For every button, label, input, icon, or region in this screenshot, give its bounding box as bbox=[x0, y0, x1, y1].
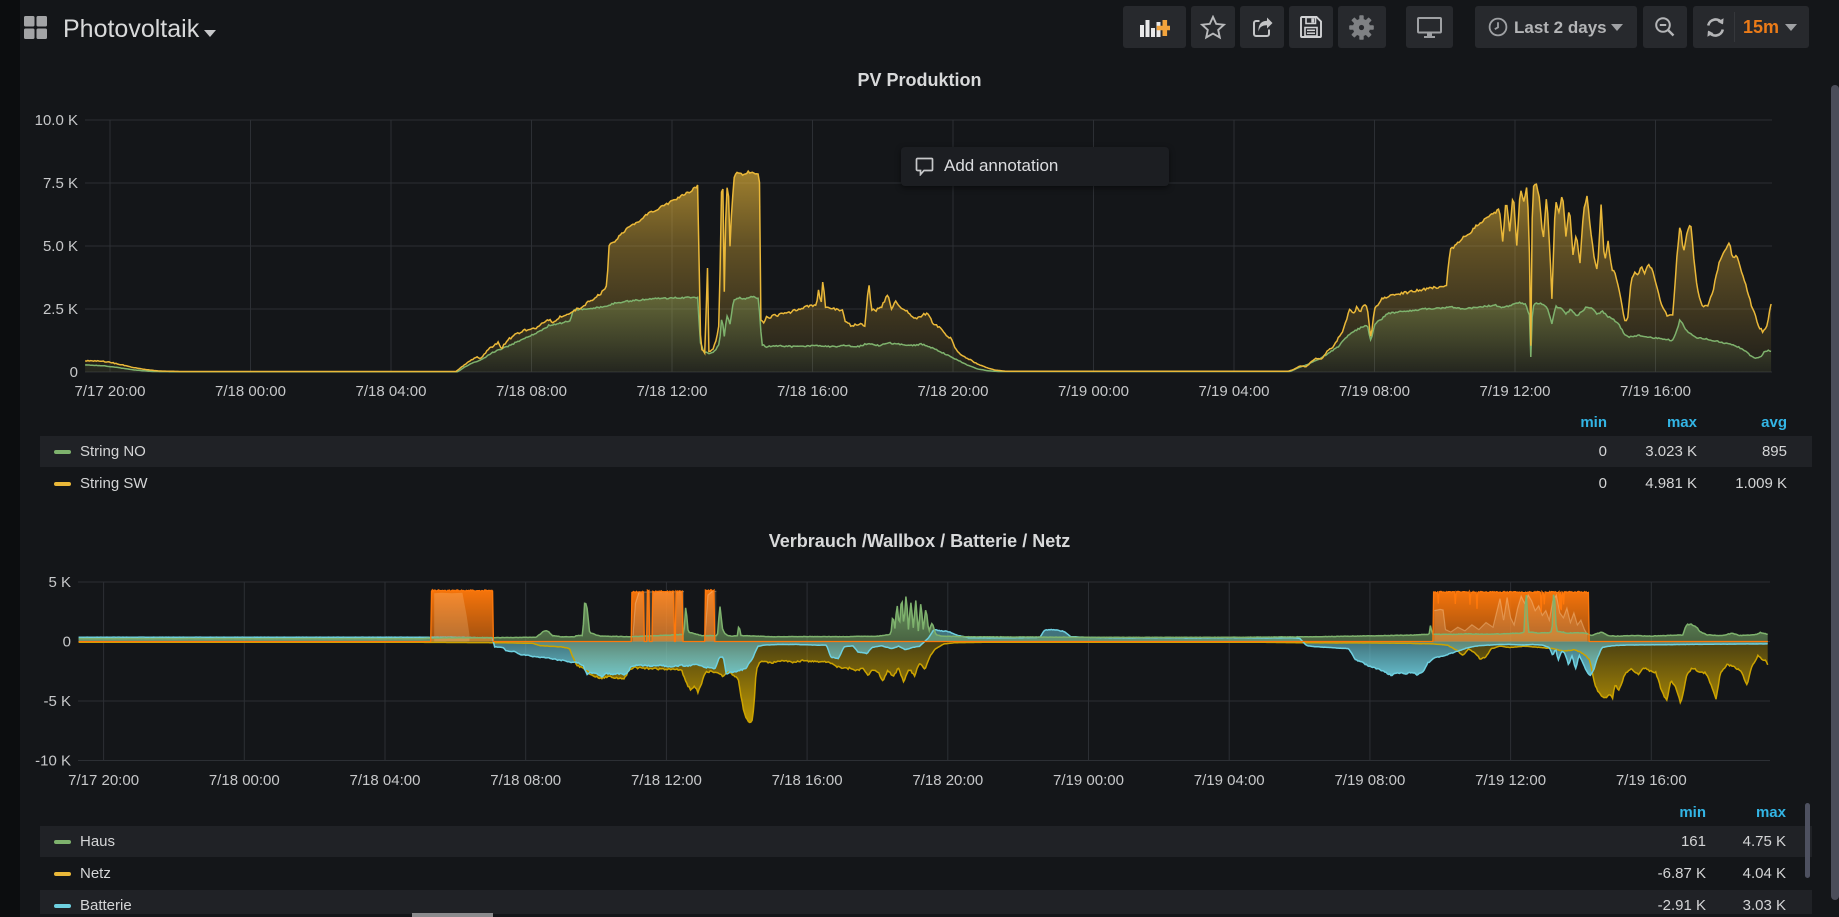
svg-text:7/19 16:00: 7/19 16:00 bbox=[1616, 772, 1687, 789]
svg-text:7/19 00:00: 7/19 00:00 bbox=[1053, 772, 1124, 789]
svg-text:7/17 20:00: 7/17 20:00 bbox=[75, 383, 146, 400]
svg-text:0: 0 bbox=[70, 364, 78, 381]
svg-text:7/18 16:00: 7/18 16:00 bbox=[772, 772, 843, 789]
svg-text:7/19 00:00: 7/19 00:00 bbox=[1058, 383, 1129, 400]
svg-text:7/19 12:00: 7/19 12:00 bbox=[1475, 772, 1546, 789]
svg-text:7/18 04:00: 7/18 04:00 bbox=[356, 383, 427, 400]
svg-text:7/18 16:00: 7/18 16:00 bbox=[777, 383, 848, 400]
svg-text:7/19 12:00: 7/19 12:00 bbox=[1480, 383, 1551, 400]
svg-text:7/18 04:00: 7/18 04:00 bbox=[350, 772, 421, 789]
svg-text:7/17 20:00: 7/17 20:00 bbox=[68, 772, 139, 789]
svg-text:2.5 K: 2.5 K bbox=[43, 301, 78, 318]
svg-text:7/18 20:00: 7/18 20:00 bbox=[912, 772, 983, 789]
svg-text:7/18 12:00: 7/18 12:00 bbox=[631, 772, 702, 789]
svg-text:7/18 00:00: 7/18 00:00 bbox=[215, 383, 286, 400]
svg-text:7/19 08:00: 7/19 08:00 bbox=[1339, 383, 1410, 400]
svg-text:7/19 04:00: 7/19 04:00 bbox=[1199, 383, 1270, 400]
svg-text:7/18 00:00: 7/18 00:00 bbox=[209, 772, 280, 789]
svg-text:7/18 08:00: 7/18 08:00 bbox=[490, 772, 561, 789]
svg-text:7/19 08:00: 7/19 08:00 bbox=[1334, 772, 1405, 789]
svg-text:5.0 K: 5.0 K bbox=[43, 238, 78, 255]
svg-text:0: 0 bbox=[63, 634, 71, 651]
svg-text:5 K: 5 K bbox=[48, 574, 71, 591]
svg-text:7/19 16:00: 7/19 16:00 bbox=[1620, 383, 1691, 400]
svg-text:7.5 K: 7.5 K bbox=[43, 175, 78, 192]
svg-text:-5 K: -5 K bbox=[43, 693, 71, 710]
svg-text:7/19 04:00: 7/19 04:00 bbox=[1194, 772, 1265, 789]
svg-text:10.0 K: 10.0 K bbox=[35, 112, 78, 129]
svg-text:-10 K: -10 K bbox=[35, 753, 71, 770]
svg-text:7/18 12:00: 7/18 12:00 bbox=[637, 383, 708, 400]
svg-text:7/18 20:00: 7/18 20:00 bbox=[918, 383, 989, 400]
svg-text:7/18 08:00: 7/18 08:00 bbox=[496, 383, 567, 400]
